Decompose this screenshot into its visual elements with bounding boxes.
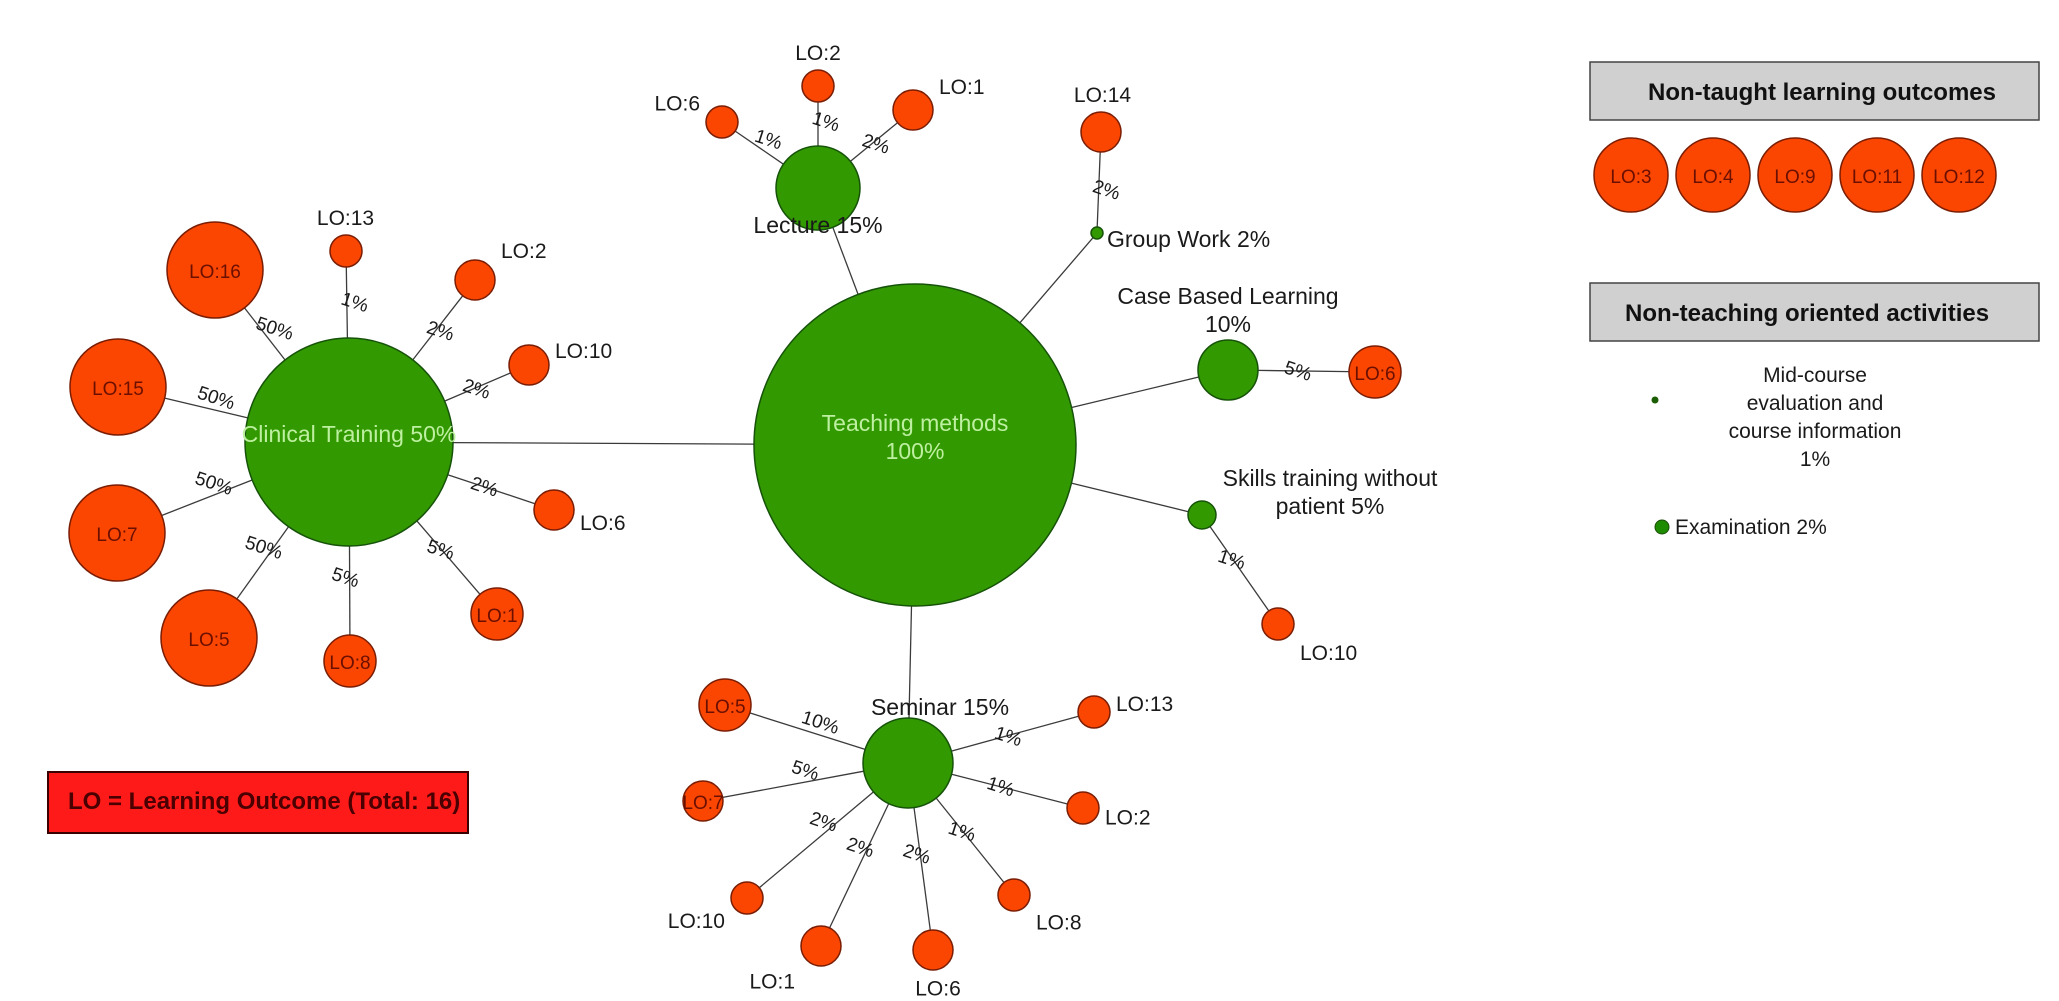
svg-text:Mid-course: Mid-course [1763, 364, 1867, 387]
svg-text:1%: 1% [1800, 448, 1830, 471]
svg-text:course information: course information [1729, 420, 1902, 443]
svg-text:Non-teaching oriented activiti: Non-teaching oriented activities [1625, 300, 1989, 327]
svg-text:LO:10: LO:10 [1300, 642, 1357, 665]
svg-text:LO:7: LO:7 [96, 525, 137, 546]
svg-text:LO = Learning Outcome (Total:: LO = Learning Outcome (Total: 16) [68, 788, 460, 815]
svg-text:LO:6: LO:6 [580, 512, 626, 535]
svg-text:LO:16: LO:16 [189, 262, 241, 283]
svg-text:10%: 10% [1205, 311, 1251, 337]
svg-text:Group Work 2%: Group Work 2% [1107, 226, 1270, 252]
svg-text:LO:13: LO:13 [317, 207, 374, 230]
svg-text:LO:8: LO:8 [329, 653, 370, 674]
svg-text:LO:8: LO:8 [1036, 912, 1082, 935]
svg-text:LO:9: LO:9 [1774, 167, 1815, 188]
svg-text:Clinical Training 50%: Clinical Training 50% [242, 421, 457, 447]
svg-text:LO:14: LO:14 [1074, 84, 1132, 107]
svg-text:LO:1: LO:1 [476, 606, 517, 627]
svg-text:LO:11: LO:11 [1852, 167, 1902, 188]
svg-text:Case Based Learning: Case Based Learning [1117, 283, 1338, 309]
svg-text:Teaching methods: Teaching methods [822, 410, 1009, 436]
svg-text:LO:6: LO:6 [1354, 364, 1395, 385]
svg-text:LO:5: LO:5 [188, 630, 229, 651]
svg-text:LO:13: LO:13 [1116, 693, 1173, 716]
svg-text:LO:10: LO:10 [668, 910, 725, 933]
svg-text:LO:10: LO:10 [555, 340, 612, 363]
svg-text:Seminar 15%: Seminar 15% [871, 694, 1009, 720]
svg-text:LO:1: LO:1 [749, 970, 795, 993]
svg-text:LO:3: LO:3 [1610, 167, 1651, 188]
svg-text:LO:1: LO:1 [939, 76, 985, 99]
svg-text:Lecture 15%: Lecture 15% [753, 212, 882, 238]
svg-text:Examination 2%: Examination 2% [1675, 516, 1827, 539]
svg-text:LO:12: LO:12 [1933, 167, 1985, 188]
svg-text:100%: 100% [886, 438, 945, 464]
svg-text:LO:4: LO:4 [1692, 167, 1734, 188]
svg-text:LO:6: LO:6 [654, 93, 700, 116]
svg-text:LO:15: LO:15 [92, 379, 144, 400]
svg-text:Skills training without: Skills training without [1223, 465, 1438, 491]
svg-text:LO:6: LO:6 [915, 978, 961, 1001]
svg-text:LO:2: LO:2 [1105, 807, 1151, 830]
svg-text:patient 5%: patient 5% [1276, 493, 1385, 519]
svg-text:LO:5: LO:5 [704, 697, 745, 718]
svg-text:LO:2: LO:2 [501, 240, 547, 263]
svg-text:evaluation and: evaluation and [1747, 392, 1884, 415]
svg-text:LO:7: LO:7 [682, 793, 723, 814]
svg-text:Non-taught learning outcomes: Non-taught learning outcomes [1648, 79, 1996, 106]
svg-text:LO:2: LO:2 [795, 42, 841, 65]
